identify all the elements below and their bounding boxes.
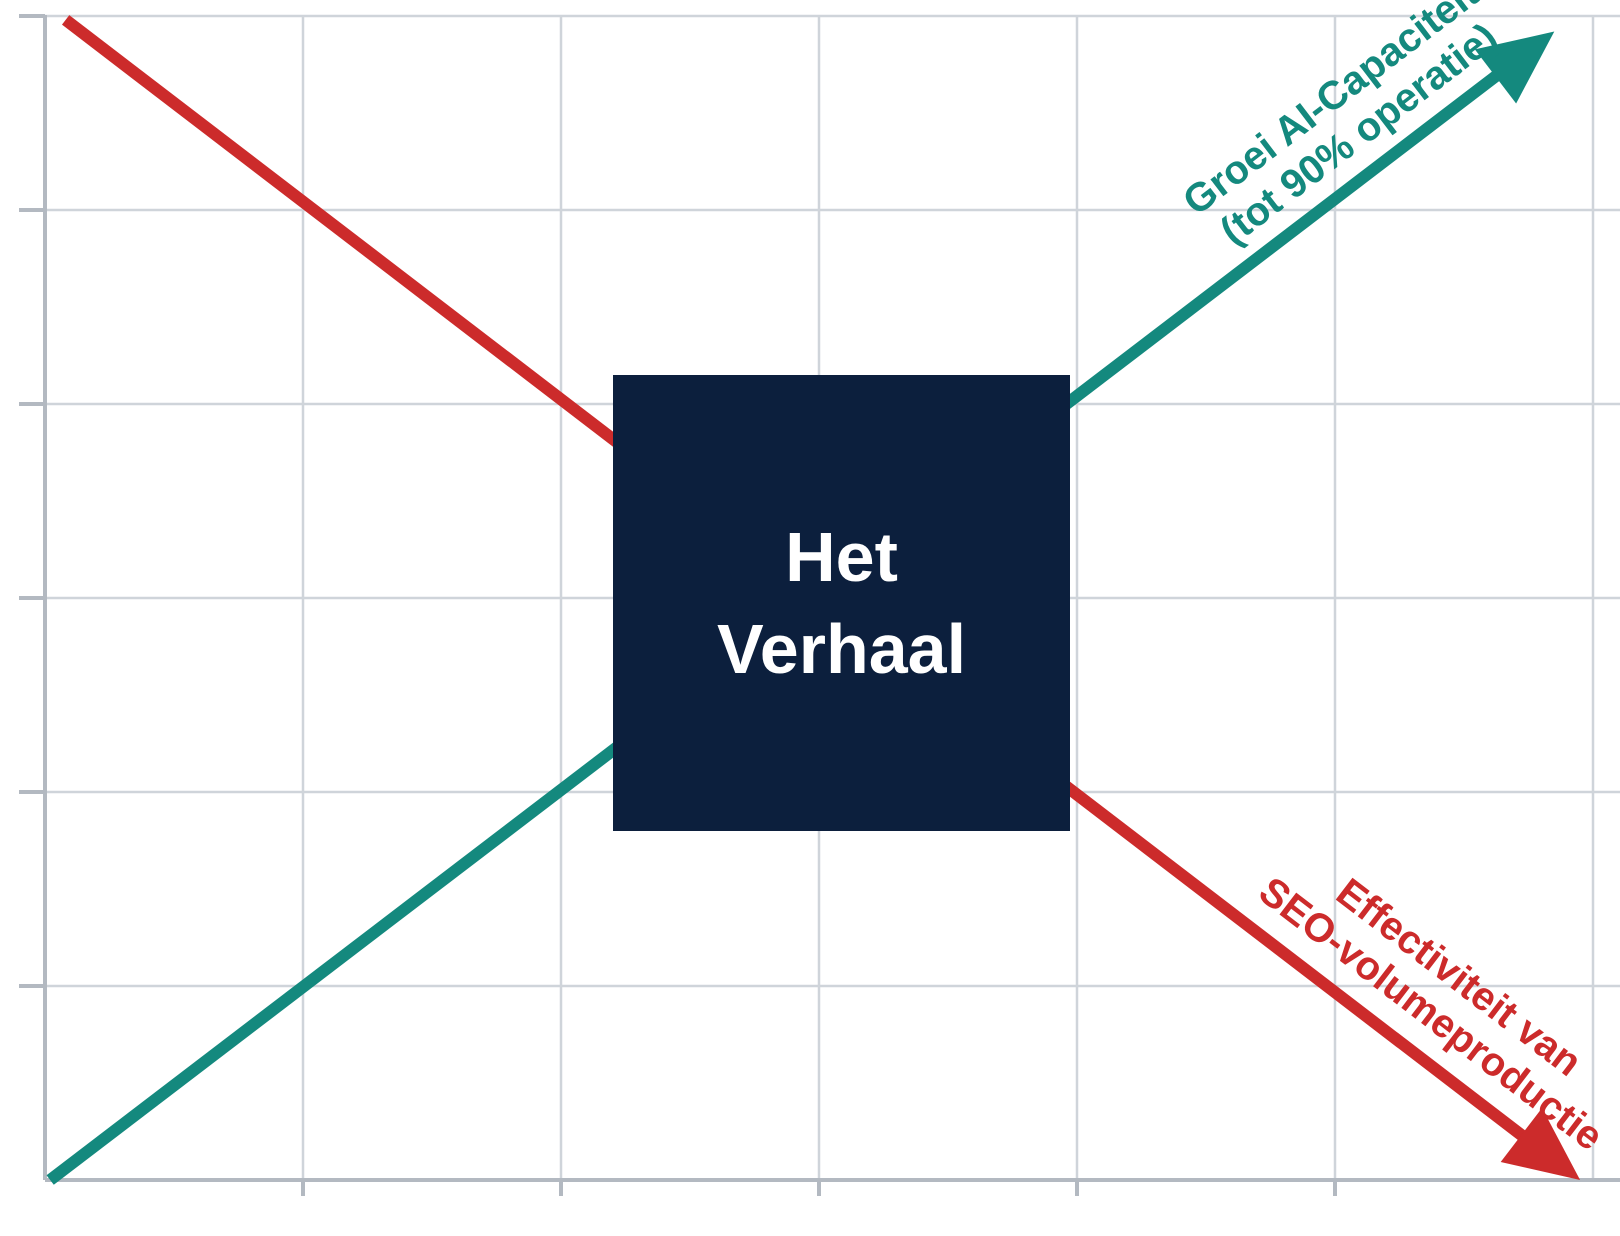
center-box-group: Het Verhaal	[613, 375, 1070, 831]
series-arrowhead-falling	[1500, 1108, 1581, 1180]
center-box	[613, 375, 1070, 831]
series-label-line: SEO-volumeproductie	[1251, 869, 1611, 1159]
center-label-line: Het	[785, 518, 898, 596]
series-arrowhead-rising	[1474, 31, 1555, 104]
center-label-line: Verhaal	[717, 610, 966, 688]
axes	[19, 14, 1620, 1196]
series-label-rising: Groei AI-Capaciteit(tot 90% operatie)	[1175, 0, 1505, 254]
